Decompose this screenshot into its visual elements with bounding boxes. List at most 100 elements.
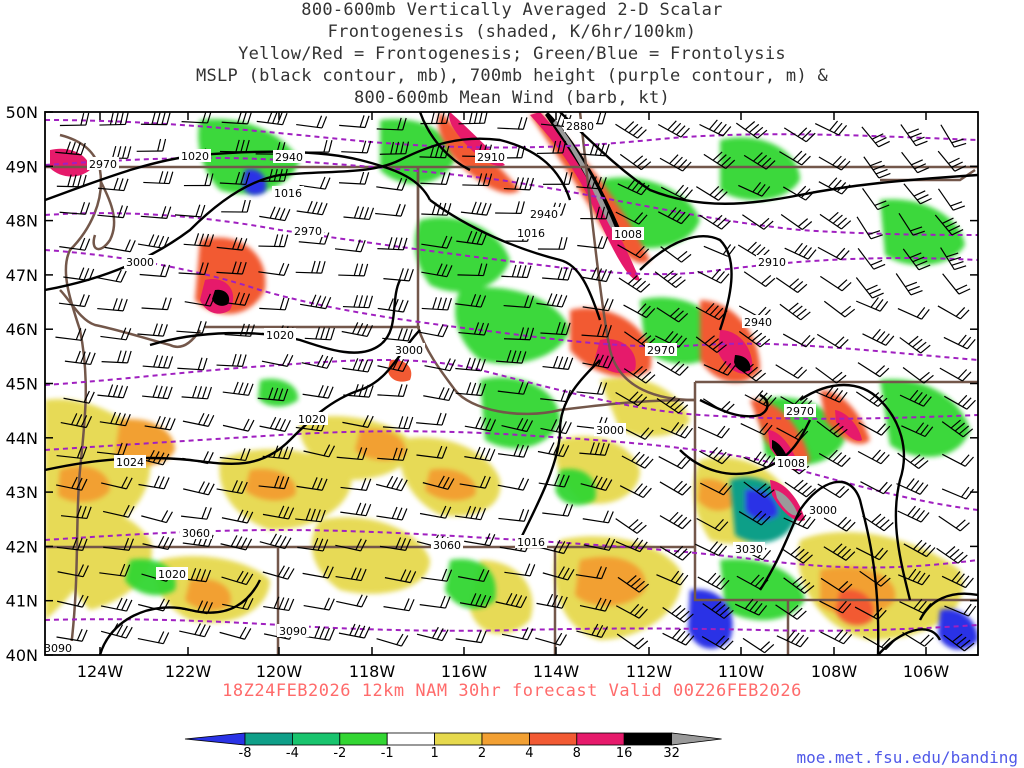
height-label: 2880 (566, 120, 594, 133)
wind-barb (219, 171, 251, 186)
height-label: 2970 (647, 344, 675, 357)
wind-barb (335, 538, 367, 552)
wind-barb (615, 603, 648, 619)
wind-barb (376, 177, 408, 191)
wind-barb (816, 420, 848, 438)
wind-barb (818, 155, 851, 171)
wind-barb (259, 206, 291, 222)
colorbar-label: -8 (238, 746, 252, 761)
wind-barb (100, 597, 133, 612)
wind-barb (259, 533, 292, 550)
wind-barb (457, 263, 488, 277)
wind-barb (779, 302, 811, 321)
lat-label-49N: 49N (6, 157, 38, 176)
wind-barb (902, 366, 934, 384)
wind-barb (702, 398, 735, 414)
mslp-label: 1016 (517, 536, 545, 549)
wind-barb (862, 328, 895, 346)
wind-barb (784, 242, 817, 260)
wind-barb (860, 481, 893, 495)
mslp-label: 1008 (777, 457, 805, 470)
wind-barb (216, 480, 248, 495)
wind-barb (703, 361, 736, 376)
colorbar-label: 32 (663, 746, 680, 761)
wind-barb (302, 565, 334, 579)
wind-barb (342, 414, 374, 428)
wind-barb (56, 174, 87, 188)
wind-barb (455, 294, 487, 308)
colorbar-swatch (386, 732, 436, 746)
wind-barb (816, 333, 849, 349)
wind-barb (301, 354, 334, 369)
wind-barb (219, 626, 252, 640)
lon-label-124W: 124W (77, 662, 124, 681)
height-label: 2910 (477, 151, 505, 164)
wind-barb (339, 171, 370, 185)
wind-barb (783, 512, 816, 530)
wind-barb (542, 566, 575, 581)
wind-barb (896, 478, 929, 495)
wind-barb (296, 115, 328, 129)
wind-barb (781, 546, 813, 564)
wind-barb (656, 395, 689, 414)
wind-barb (263, 596, 295, 612)
wind-barb (617, 178, 650, 196)
wind-barb (941, 571, 974, 589)
wind-barb (814, 120, 848, 136)
wind-barb (97, 384, 129, 399)
wind-barb (377, 447, 408, 461)
wind-barb (783, 576, 815, 594)
wind-barb (179, 623, 211, 638)
lat-label-50N: 50N (6, 103, 38, 122)
wind-barb (95, 269, 127, 283)
colorbar-label: -2 (333, 746, 347, 761)
wind-barb (376, 117, 407, 131)
wind-barb (861, 126, 890, 148)
height-label: 3060 (433, 539, 461, 552)
wind-barb (823, 300, 856, 318)
mslp-label: 1024 (116, 456, 144, 469)
wind-barb (542, 355, 574, 370)
wind-barb (420, 172, 451, 185)
wind-barb (183, 481, 215, 496)
wind-barb (141, 297, 172, 311)
wind-barb (343, 383, 374, 398)
wind-barb (856, 216, 883, 240)
wind-barb (144, 415, 176, 431)
wind-barb (262, 445, 294, 460)
wind-barb (735, 598, 768, 616)
wind-barb (64, 350, 96, 366)
wind-barb (138, 598, 170, 612)
wind-barbs (55, 112, 977, 654)
wind-barb (619, 483, 652, 499)
wind-barb (97, 298, 128, 312)
wind-barb (421, 263, 453, 278)
wind-barb (258, 475, 290, 490)
wind-barb (783, 127, 816, 143)
wind-barb (617, 575, 649, 593)
wind-barb (99, 112, 129, 126)
title-line-2: Frontogenesis (shaded, K/6hr/100km) (327, 22, 697, 42)
wind-barb (615, 537, 648, 553)
wind-barb (55, 327, 87, 341)
wind-barb (659, 480, 692, 496)
title-line-3: Yellow/Red = Frontogenesis; Green/Blue =… (238, 44, 786, 64)
credit-link[interactable]: moe.met.fsu.edu/banding (796, 748, 1018, 767)
height-label: 3000 (596, 424, 624, 437)
wind-barb (221, 509, 254, 524)
wind-barb (501, 417, 534, 433)
wind-barb (377, 384, 408, 397)
wind-barb (100, 623, 133, 639)
lon-label-114W: 114W (533, 662, 580, 681)
wind-barb (660, 246, 692, 263)
wind-barb (143, 171, 174, 185)
wind-barb (863, 156, 891, 179)
wind-barb (696, 185, 728, 201)
wind-barb (535, 632, 568, 646)
wind-barb (580, 475, 613, 491)
wind-barb (458, 569, 490, 583)
wind-barb (59, 201, 91, 215)
wind-barb (181, 506, 212, 520)
wind-barb (903, 539, 936, 558)
wind-barb (579, 442, 610, 456)
